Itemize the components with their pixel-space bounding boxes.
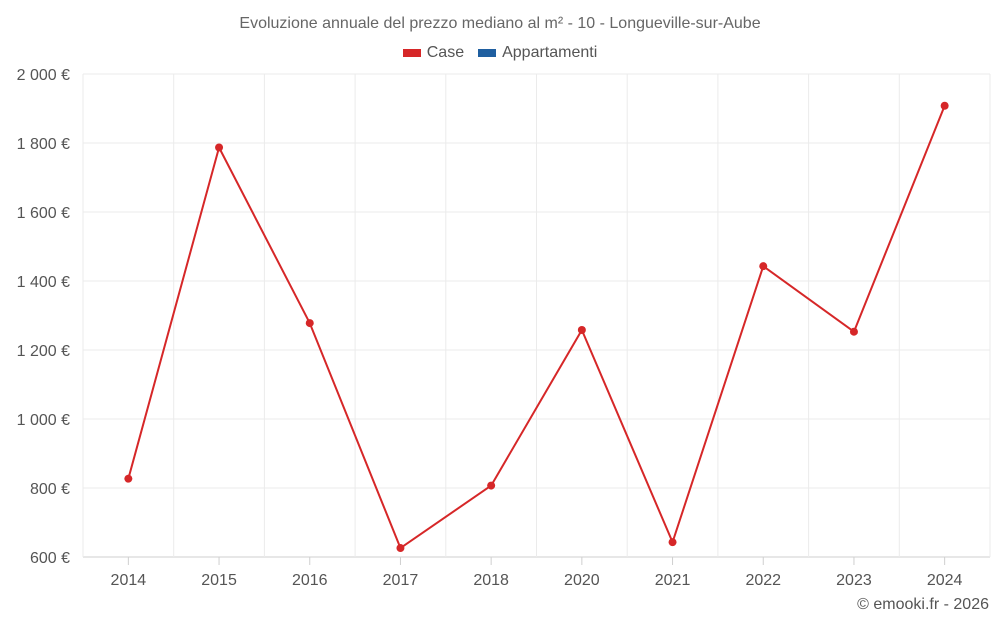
y-tick-label: 800 €: [30, 481, 70, 498]
legend-swatch-case: [402, 49, 421, 57]
y-tick-label: 600 €: [30, 550, 70, 567]
x-tick-label: 2014: [111, 572, 147, 589]
data-point: [940, 101, 949, 110]
data-point: [577, 325, 586, 334]
copyright-footer: © emooki.fr - 2026: [857, 596, 989, 613]
x-tick-label: 2017: [383, 572, 419, 589]
legend-swatch-appartamenti: [478, 49, 497, 57]
data-point: [396, 544, 405, 553]
y-tick-label: 2 000 €: [17, 67, 70, 84]
y-tick-label: 1 000 €: [17, 412, 70, 429]
data-point: [668, 538, 677, 547]
legend-label-case: Case: [426, 44, 465, 61]
legend-label-appartamenti: Appartamenti: [502, 44, 598, 61]
data-point: [849, 327, 858, 336]
data-point: [487, 481, 496, 490]
legend-item-appartamenti[interactable]: Appartamenti: [478, 44, 597, 62]
y-tick-label: 1 800 €: [17, 136, 70, 153]
y-tick-label: 1 400 €: [17, 274, 70, 291]
x-axis-ticks: 2014 2015 2016 2017 2018 2020 2021 2022 2023 2024: [111, 557, 963, 589]
chart-title: Evoluzione annuale del prezzo mediano al…: [239, 15, 761, 32]
data-point: [215, 143, 224, 152]
grid-lines: [82, 73, 991, 558]
chart-legend: Case Appartamenti: [0, 44, 1000, 62]
x-tick-label: 2022: [745, 572, 781, 589]
series-line: [127, 105, 946, 550]
x-tick-label: 2018: [473, 572, 509, 589]
y-tick-label: 1 200 €: [17, 343, 70, 360]
data-point: [305, 319, 314, 328]
x-tick-label: 2020: [564, 572, 600, 589]
y-axis-ticks: 600 € 800 € 1 000 € 1 200 € 1 400 € 1 600 € 1 …: [17, 67, 70, 567]
series-case: [124, 101, 949, 553]
x-tick-label: 2021: [655, 572, 691, 589]
x-tick-label: 2015: [201, 572, 237, 589]
legend-item-case[interactable]: Case: [402, 44, 465, 62]
data-point: [124, 474, 133, 483]
y-tick-label: 1 600 €: [17, 205, 70, 222]
data-point: [759, 262, 768, 271]
x-tick-label: 2024: [927, 572, 963, 589]
x-tick-label: 2023: [836, 572, 872, 589]
x-tick-label: 2016: [292, 572, 328, 589]
